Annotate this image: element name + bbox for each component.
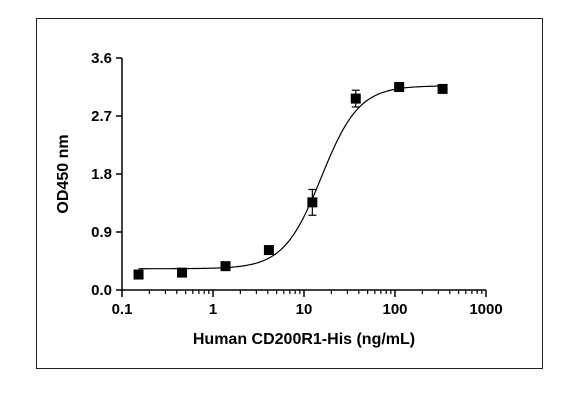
data-point [263, 245, 274, 256]
x-tick-label: 0.1 [112, 301, 133, 318]
chart-frame [36, 18, 543, 369]
x-axis-title: Human CD200R1-His (ng/mL) [193, 331, 415, 348]
y-tick-label: 3.6 [91, 50, 112, 67]
error-bar-layer [308, 89, 360, 216]
data-point [220, 261, 231, 272]
fit-curve [138, 85, 443, 270]
x-tick-label: 10 [296, 301, 313, 318]
y-tick-label: 0.9 [91, 224, 112, 241]
data-point [437, 83, 448, 94]
x-tick-label: 1 [209, 301, 217, 318]
x-tick-label: 1000 [469, 301, 502, 318]
y-tick-label: 1.8 [91, 166, 112, 183]
data-point [350, 93, 361, 104]
x-tick-label: 100 [382, 301, 407, 318]
y-axis: 0.0 0.9 1.8 2.7 3.6 [91, 50, 123, 299]
data-point [177, 267, 188, 278]
fit-curve-layer [138, 85, 443, 270]
data-point [133, 269, 144, 280]
y-tick-label: 2.7 [91, 108, 112, 125]
data-point [394, 82, 405, 92]
data-point [307, 197, 318, 208]
y-tick-label: 0.0 [91, 282, 112, 299]
y-axis-title: OD450 nm [55, 134, 72, 213]
x-axis: 0.1 1 10 100 1000 [112, 289, 503, 318]
data-point-layer [133, 82, 448, 280]
